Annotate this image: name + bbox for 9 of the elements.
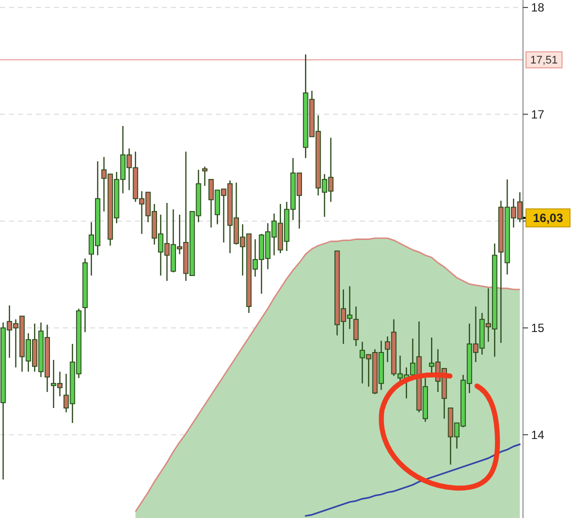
y-tick-label: 15 (531, 321, 545, 336)
y-tick-label: 14 (531, 428, 545, 442)
candlestick (202, 166, 208, 186)
candlestick (353, 306, 359, 347)
y-tick-label: 18 (531, 0, 545, 15)
annotation: 16,03 (532, 211, 564, 226)
line-series (304, 444, 521, 517)
ref-line-label: 17,51 (530, 54, 558, 67)
y-tick-label: 17 (531, 107, 545, 122)
